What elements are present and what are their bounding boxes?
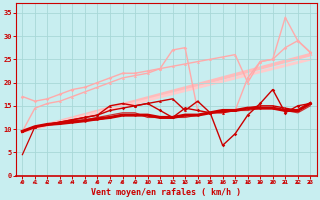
X-axis label: Vent moyen/en rafales ( km/h ): Vent moyen/en rafales ( km/h )	[91, 188, 241, 197]
